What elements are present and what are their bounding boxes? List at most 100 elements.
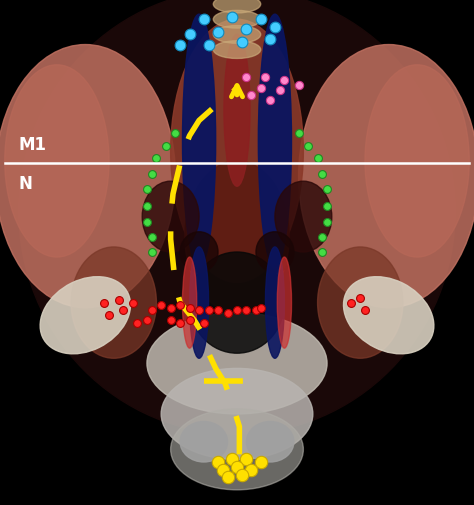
Point [143,218,151,226]
Point [176,319,184,327]
Point [129,299,137,307]
Ellipse shape [142,182,199,252]
Ellipse shape [224,35,250,187]
Ellipse shape [182,258,197,348]
Point [295,130,302,138]
Ellipse shape [19,0,455,434]
Ellipse shape [344,277,434,354]
Point [243,26,250,34]
Point [176,301,184,310]
Point [243,307,250,315]
Ellipse shape [258,15,292,268]
Point [233,463,241,471]
Point [172,130,179,138]
Point [295,82,302,90]
Point [323,203,331,211]
Point [323,185,331,193]
Point [214,29,222,37]
Ellipse shape [265,247,284,359]
Text: N: N [19,174,33,192]
Point [148,307,155,315]
Point [252,307,260,315]
Ellipse shape [180,232,218,273]
Point [186,31,193,39]
Point [186,317,193,325]
Point [304,142,312,150]
Ellipse shape [213,26,261,44]
Point [134,319,141,327]
Ellipse shape [213,12,261,29]
Point [238,39,246,47]
Point [243,456,250,464]
Ellipse shape [171,409,303,490]
Point [262,74,269,82]
Point [143,203,151,211]
Point [276,87,283,95]
Point [319,248,326,257]
Point [266,97,274,105]
Ellipse shape [190,247,209,359]
Ellipse shape [0,45,175,308]
Point [153,155,160,163]
Point [228,456,236,464]
Point [266,36,274,44]
Point [243,74,250,82]
Ellipse shape [256,232,294,273]
Point [167,304,174,312]
Point [281,77,288,85]
Point [238,471,246,479]
Point [319,170,326,178]
Point [143,185,151,193]
Ellipse shape [180,422,228,462]
Ellipse shape [213,0,261,14]
Point [205,307,212,315]
Point [228,14,236,22]
Point [167,317,174,325]
Ellipse shape [182,15,216,268]
Point [176,41,184,49]
Point [200,16,208,24]
Point [148,248,155,257]
Point [224,309,231,317]
Point [205,41,212,49]
Ellipse shape [299,45,474,308]
Point [247,466,255,474]
Point [356,294,364,302]
Ellipse shape [40,277,130,354]
Ellipse shape [318,247,403,359]
Ellipse shape [365,66,469,258]
Point [162,142,170,150]
Point [361,307,369,315]
Ellipse shape [275,182,332,252]
Point [233,307,241,315]
Point [319,233,326,241]
Ellipse shape [71,247,156,359]
Point [214,458,222,466]
Point [224,473,231,481]
Ellipse shape [185,162,289,313]
Point [105,312,113,320]
Ellipse shape [5,66,109,258]
Point [214,307,222,315]
Point [148,233,155,241]
Ellipse shape [246,422,294,462]
Point [257,304,264,312]
Point [257,84,264,92]
Point [186,304,193,312]
Ellipse shape [277,258,292,348]
Ellipse shape [171,20,303,283]
Point [247,92,255,100]
Point [200,319,208,327]
Point [314,155,321,163]
Point [257,458,264,466]
Point [115,296,122,305]
Point [100,299,108,307]
Point [257,16,264,24]
Point [219,466,227,474]
Ellipse shape [190,252,284,354]
Point [143,317,151,325]
Point [119,307,127,315]
Point [148,170,155,178]
Point [323,218,331,226]
Point [157,301,165,310]
